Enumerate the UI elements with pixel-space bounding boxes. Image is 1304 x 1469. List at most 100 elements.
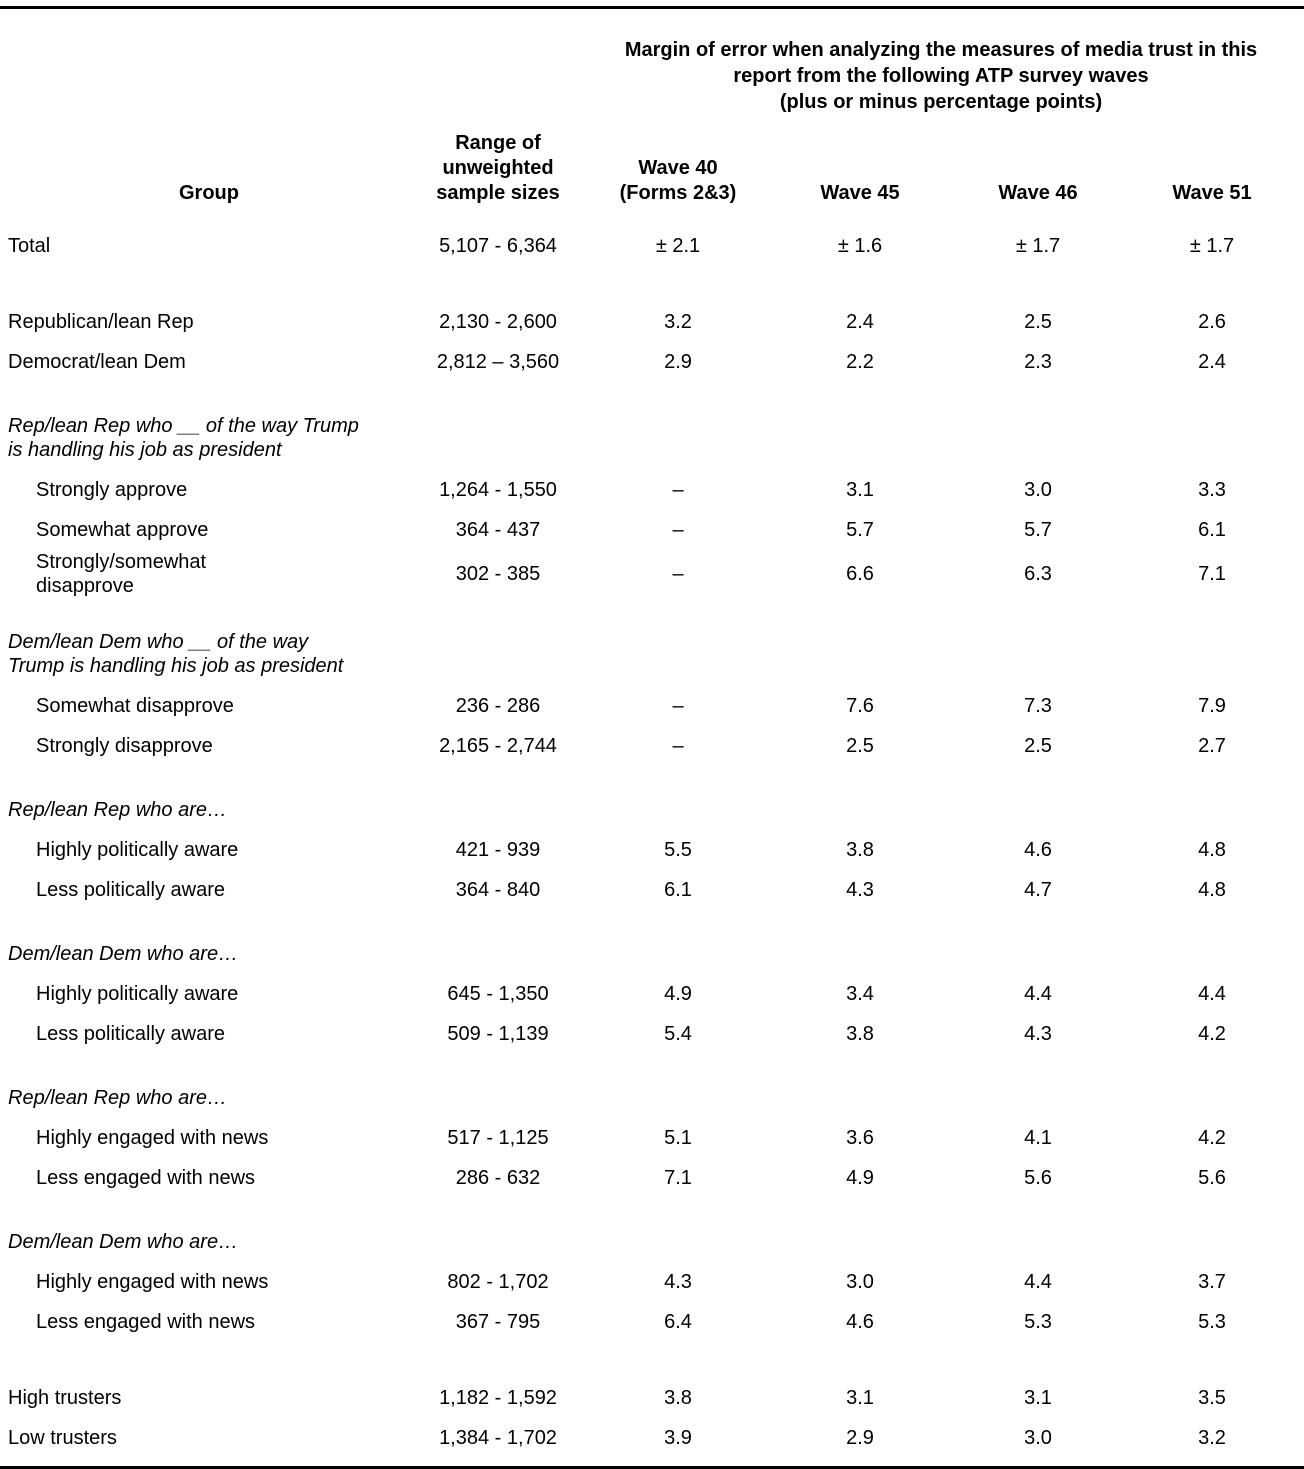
cell-value: 4.7	[1024, 878, 1052, 901]
cell-value: 236 - 286	[455, 694, 541, 717]
table-row: Democrat/lean Dem 2,812 – 3,560 2.9 2.2 2.3 2…	[2, 342, 1302, 382]
table-row: Strongly disapprove 2,165 - 2,744 – 2.5 2.5 2…	[2, 726, 1302, 766]
cell-value: 4.2	[1198, 1022, 1226, 1045]
cell-value: –	[672, 518, 684, 541]
wave45-column-header: Wave 45	[820, 182, 900, 204]
cell-value: 5.1	[664, 1126, 692, 1149]
cell-value: 2,165 - 2,744	[439, 734, 557, 757]
table-row: Less politically aware 364 - 840 6.1 4.3 4.7…	[2, 870, 1302, 910]
cell-value: 1,264 - 1,550	[439, 478, 557, 501]
cell-value: 421 - 939	[455, 838, 541, 861]
section-header-row: Dem/lean Dem who are…	[2, 1230, 1302, 1254]
cell-value: 3.6	[846, 1126, 874, 1149]
row-label: Democrat/lean Dem	[8, 351, 186, 373]
section-label: Rep/lean Rep who are…	[8, 799, 228, 821]
cell-value: 5.3	[1024, 1310, 1052, 1333]
cell-value: –	[672, 734, 684, 757]
section-label: Rep/lean Rep who __ of the way Trump is …	[8, 415, 359, 461]
cell-value: 6.3	[1024, 562, 1052, 585]
row-label: Less engaged with news	[36, 1167, 256, 1189]
cell-value: 3.8	[846, 1022, 874, 1045]
cell-value: 2.5	[1024, 310, 1052, 333]
cell-value: 2.9	[664, 350, 692, 373]
cell-value: 7.1	[664, 1166, 692, 1189]
cell-value: 4.9	[846, 1166, 874, 1189]
section-header-row: Dem/lean Dem who are…	[2, 942, 1302, 966]
cell-value: 4.4	[1024, 1270, 1052, 1293]
cell-value: 4.2	[1198, 1126, 1226, 1149]
section-label: Rep/lean Rep who are…	[8, 1087, 228, 1109]
row-label: Strongly disapprove	[36, 735, 213, 757]
section-header-row: Dem/lean Dem who __ of the way Trump is …	[2, 630, 1302, 678]
cell-value: 3.1	[1024, 1386, 1052, 1409]
table-row: Somewhat disapprove 236 - 286 – 7.6 7.3 7.9	[2, 686, 1302, 726]
table-title-line: Margin of error when analyzing the measu…	[624, 39, 1258, 61]
row-label: Low trusters	[8, 1427, 117, 1449]
cell-value: 3.3	[1198, 478, 1226, 501]
cell-value: –	[672, 478, 684, 501]
sample-size-column-header: Range of unweighted sample sizes	[436, 132, 560, 204]
group-column-header: Group	[179, 182, 239, 204]
table-row: Highly engaged with news 517 - 1,125 5.1 3.…	[2, 1118, 1302, 1158]
cell-value: 2.4	[846, 310, 874, 333]
cell-value: 3.2	[1198, 1426, 1226, 1449]
cell-value: 302 - 385	[455, 562, 541, 585]
cell-value: 6.4	[664, 1310, 692, 1333]
table-row: High trusters 1,182 - 1,592 3.8 3.1 3.1 3.5	[2, 1378, 1302, 1418]
cell-value: 364 - 437	[455, 518, 541, 541]
table-row: Strongly/somewhat disapprove 302 - 385 – 6.…	[2, 550, 1302, 598]
cell-value: 5.7	[1024, 518, 1052, 541]
cell-value: 3.0	[1024, 1426, 1052, 1449]
cell-value: 7.1	[1198, 562, 1226, 585]
cell-value: 3.4	[846, 982, 874, 1005]
cell-value: 5.3	[1198, 1310, 1226, 1333]
cell-value: 5,107 - 6,364	[439, 234, 557, 257]
cell-value: 3.0	[1024, 478, 1052, 501]
cell-value: 2.2	[846, 350, 874, 373]
cell-value: 2.7	[1198, 734, 1226, 757]
cell-value: 3.1	[846, 1386, 874, 1409]
cell-value: 5.5	[664, 838, 692, 861]
cell-value: 4.3	[846, 878, 874, 901]
table-row: Total 5,107 - 6,364 ± 2.1 ± 1.6 ± 1.7 ± 1.7	[2, 226, 1302, 266]
wave51-column-header: Wave 51	[1172, 182, 1252, 204]
cell-value: 7.6	[846, 694, 874, 717]
cell-value: 5.6	[1024, 1166, 1052, 1189]
section-label: Dem/lean Dem who __ of the way Trump is …	[8, 631, 344, 677]
row-label: Total	[8, 235, 51, 257]
cell-value: 1,384 - 1,702	[439, 1426, 557, 1449]
cell-value: 4.3	[664, 1270, 692, 1293]
cell-value: 3.9	[664, 1426, 692, 1449]
cell-value: 5.6	[1198, 1166, 1226, 1189]
spacer-row	[2, 266, 1302, 302]
section-header-row: Rep/lean Rep who __ of the way Trump is …	[2, 414, 1302, 462]
table-row: Highly politically aware 421 - 939 5.5 3.8 4…	[2, 830, 1302, 870]
cell-value: 6.1	[664, 878, 692, 901]
section-header-row: Rep/lean Rep who are…	[2, 798, 1302, 822]
cell-value: 3.8	[664, 1386, 692, 1409]
table-row: Low trusters 1,384 - 1,702 3.9 2.9 3.0 3.2	[2, 1418, 1302, 1458]
section-label: Dem/lean Dem who are…	[8, 1231, 239, 1253]
cell-value: 3.7	[1198, 1270, 1226, 1293]
cell-value: 2.6	[1198, 310, 1226, 333]
cell-value: 2.4	[1198, 350, 1226, 373]
cell-value: 4.8	[1198, 838, 1226, 861]
table-row: Highly engaged with news 802 - 1,702 4.3 3.…	[2, 1262, 1302, 1302]
row-label: Highly engaged with news	[36, 1271, 269, 1293]
cell-value: 802 - 1,702	[447, 1270, 549, 1293]
cell-value: 367 - 795	[455, 1310, 541, 1333]
cell-value: –	[672, 694, 684, 717]
cell-value: 4.6	[846, 1310, 874, 1333]
cell-value: 286 - 632	[455, 1166, 541, 1189]
cell-value: –	[672, 562, 684, 585]
row-label: Less politically aware	[36, 1023, 225, 1045]
row-label: High trusters	[8, 1387, 122, 1409]
cell-value: 6.1	[1198, 518, 1226, 541]
table-row: Less politically aware 509 - 1,139 5.4 3.8 4…	[2, 1014, 1302, 1054]
cell-value: 2.9	[846, 1426, 874, 1449]
cell-value: 2.3	[1024, 350, 1052, 373]
cell-value: 364 - 840	[455, 878, 541, 901]
cell-value: 2,812 – 3,560	[436, 350, 560, 373]
cell-value: 3.8	[846, 838, 874, 861]
cell-value: 4.6	[1024, 838, 1052, 861]
